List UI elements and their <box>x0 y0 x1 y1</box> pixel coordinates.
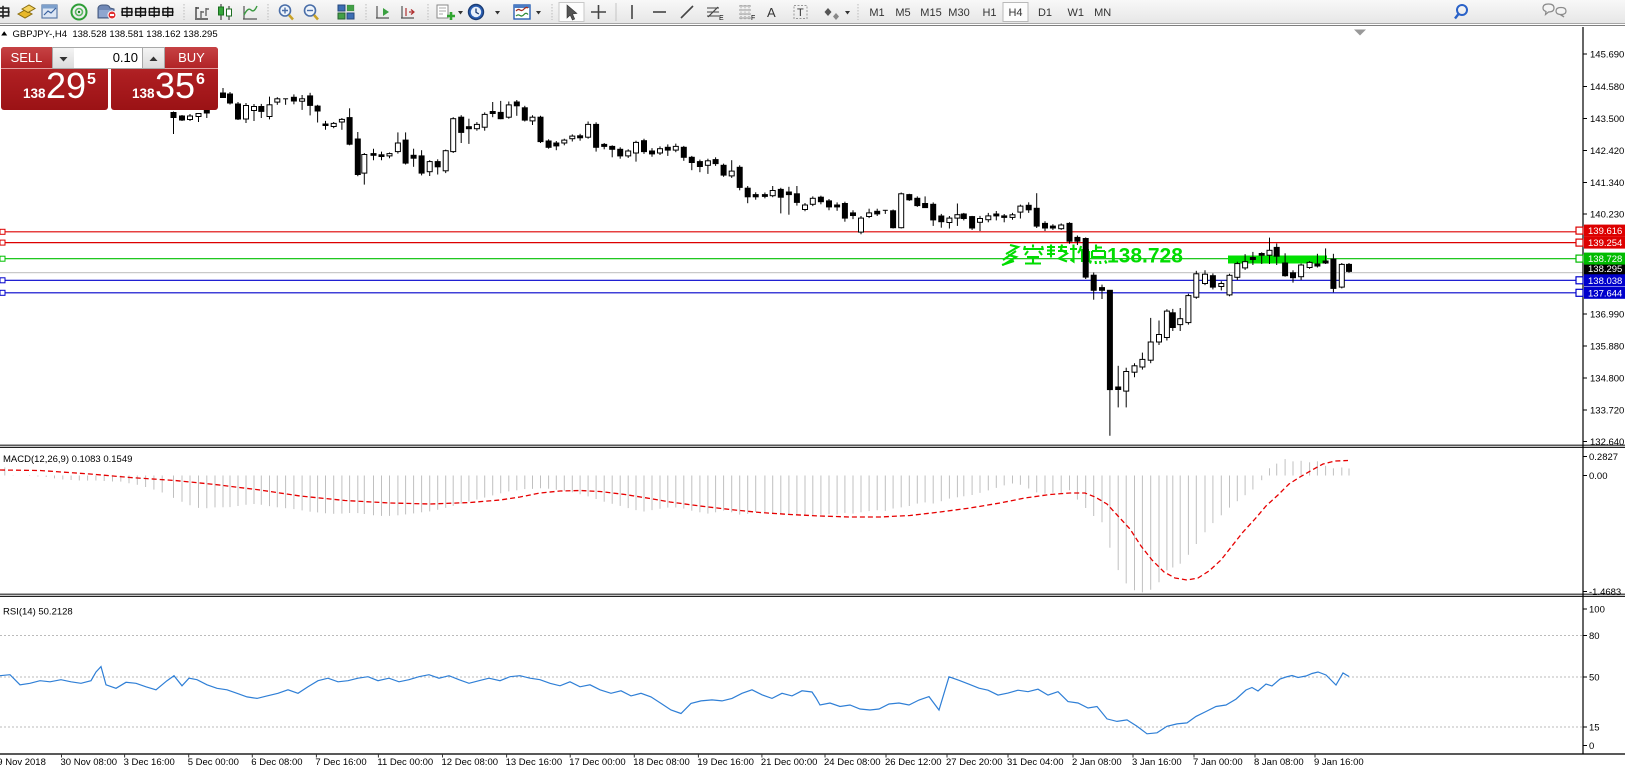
svg-text:H4: H4 <box>1008 7 1022 19</box>
svg-text:138.728: 138.728 <box>1588 254 1622 265</box>
svg-text:W1: W1 <box>1068 7 1085 19</box>
svg-text:139.254: 139.254 <box>1588 238 1622 249</box>
svg-text:M15: M15 <box>920 7 941 19</box>
svg-text:138.295: 138.295 <box>1588 264 1622 275</box>
svg-text:9 Jan 16:00: 9 Jan 16:00 <box>1314 757 1364 768</box>
svg-text:134.800: 134.800 <box>1590 374 1624 385</box>
svg-text:141.340: 141.340 <box>1590 178 1624 189</box>
svg-text:M30: M30 <box>948 7 969 19</box>
svg-text:140.230: 140.230 <box>1590 210 1624 221</box>
svg-text:137.644: 137.644 <box>1588 288 1622 299</box>
svg-text:D1: D1 <box>1038 7 1052 19</box>
svg-text:MACD(12,26,9) 0.1083 0.1549: MACD(12,26,9) 0.1083 0.1549 <box>3 454 132 465</box>
svg-text:E: E <box>719 15 724 22</box>
svg-text:5 Dec 00:00: 5 Dec 00:00 <box>188 757 239 768</box>
svg-text:138.728: 138.728 <box>1107 245 1183 268</box>
svg-text:50: 50 <box>1589 673 1600 684</box>
svg-text:H1: H1 <box>982 7 996 19</box>
svg-text:6 Dec 08:00: 6 Dec 08:00 <box>251 757 302 768</box>
svg-text:27 Dec 20:00: 27 Dec 20:00 <box>946 757 1003 768</box>
svg-text:0.00: 0.00 <box>1589 471 1608 482</box>
svg-text:136.990: 136.990 <box>1590 310 1624 321</box>
svg-text:18 Dec 08:00: 18 Dec 08:00 <box>633 757 690 768</box>
svg-text:31 Dec 04:00: 31 Dec 04:00 <box>1007 757 1064 768</box>
svg-text:3 Jan 16:00: 3 Jan 16:00 <box>1132 757 1182 768</box>
svg-text:-1.4683: -1.4683 <box>1589 587 1621 598</box>
svg-text:145.690: 145.690 <box>1590 50 1624 61</box>
svg-text:139.616: 139.616 <box>1588 226 1622 237</box>
svg-text:M1: M1 <box>869 7 884 19</box>
svg-text:144.580: 144.580 <box>1590 82 1624 93</box>
svg-text:24 Dec 08:00: 24 Dec 08:00 <box>824 757 881 768</box>
svg-text:MN: MN <box>1094 7 1111 19</box>
svg-text:8 Jan 08:00: 8 Jan 08:00 <box>1254 757 1304 768</box>
svg-text:19 Dec 16:00: 19 Dec 16:00 <box>697 757 754 768</box>
svg-text:100: 100 <box>1589 605 1605 616</box>
svg-text:132.640: 132.640 <box>1590 437 1624 448</box>
svg-text:0.2827: 0.2827 <box>1589 452 1618 463</box>
svg-text:GBPJPY-,H4 138.528 138.581 13: GBPJPY-,H4 138.528 138.581 138.162 138.2… <box>13 29 218 40</box>
svg-text:2 Jan 08:00: 2 Jan 08:00 <box>1072 757 1122 768</box>
svg-text:A: A <box>767 5 776 20</box>
svg-text:M5: M5 <box>895 7 910 19</box>
svg-text:3 Dec 16:00: 3 Dec 16:00 <box>124 757 175 768</box>
svg-text:12 Dec 08:00: 12 Dec 08:00 <box>442 757 499 768</box>
svg-text:15: 15 <box>1589 723 1600 734</box>
svg-text:RSI(14) 50.2128: RSI(14) 50.2128 <box>3 607 73 618</box>
svg-text:26 Dec 12:00: 26 Dec 12:00 <box>885 757 942 768</box>
svg-text:138.038: 138.038 <box>1588 276 1622 287</box>
svg-text:7 Jan 00:00: 7 Jan 00:00 <box>1193 757 1243 768</box>
svg-text:11 Dec 00:00: 11 Dec 00:00 <box>377 757 433 768</box>
svg-text:80: 80 <box>1589 631 1600 642</box>
svg-text:135.880: 135.880 <box>1590 342 1624 353</box>
svg-text:7 Dec 16:00: 7 Dec 16:00 <box>315 757 366 768</box>
svg-text:17 Dec 00:00: 17 Dec 00:00 <box>569 757 626 768</box>
svg-text:13 Dec 16:00: 13 Dec 16:00 <box>506 757 563 768</box>
svg-text:142.420: 142.420 <box>1590 146 1624 157</box>
svg-text:21 Dec 00:00: 21 Dec 00:00 <box>761 757 818 768</box>
svg-text:0: 0 <box>1589 741 1594 752</box>
svg-text:143.500: 143.500 <box>1590 114 1624 125</box>
svg-text:133.720: 133.720 <box>1590 406 1624 417</box>
svg-text:T: T <box>797 7 804 19</box>
svg-text:F: F <box>751 15 755 22</box>
svg-text:30 Nov 08:00: 30 Nov 08:00 <box>61 757 118 768</box>
svg-text:29 Nov 2018: 29 Nov 2018 <box>0 757 46 768</box>
